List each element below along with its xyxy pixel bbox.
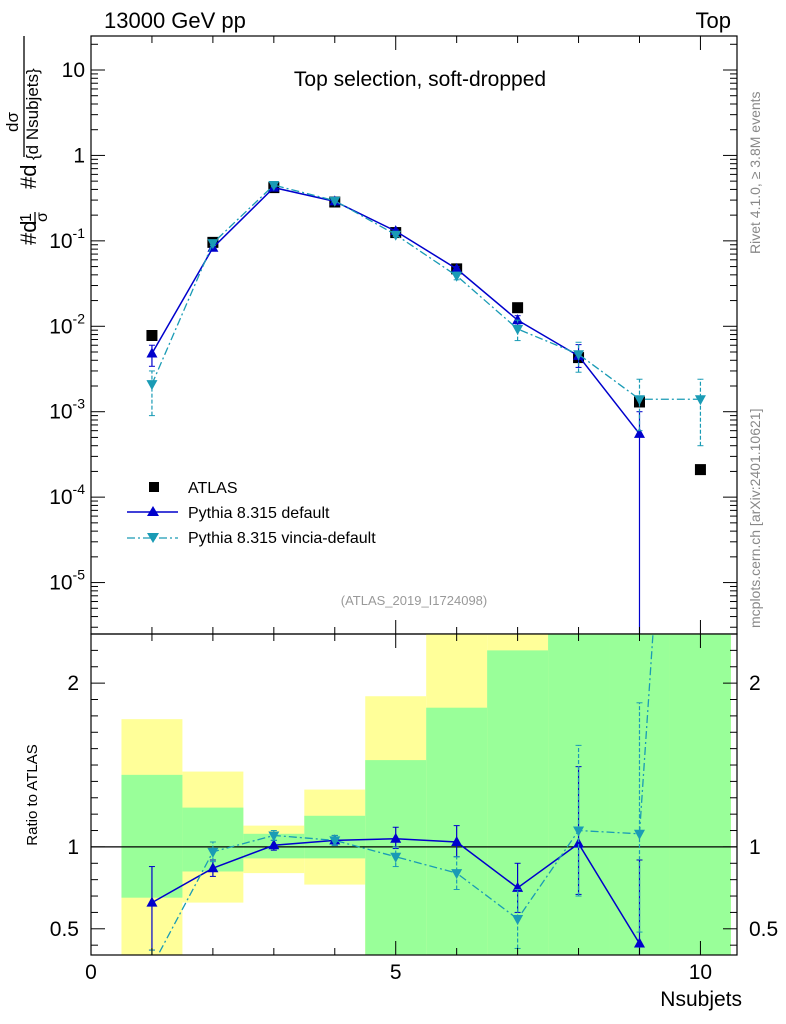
y-label-part-1: #d [16, 221, 41, 245]
legend-entry-pythia-default: Pythia 8.315 default [127, 505, 330, 522]
header-energy: 13000 GeV pp [104, 8, 246, 33]
main-mc-point [451, 271, 463, 282]
main-series-line [151, 184, 701, 400]
main-mc-point [512, 314, 524, 325]
main-y-tick-label: 10-2 [49, 310, 85, 338]
ratio-point [512, 914, 524, 925]
ratio-uncertainty-bands [91, 634, 737, 955]
main-mc-point [390, 230, 402, 241]
legend-entry-pythia-vincia: Pythia 8.315 vincia-default [127, 530, 376, 547]
rivet-version-text: Rivet 4.1.0, ≥ 3.8M events [747, 91, 763, 254]
main-mc-point [633, 395, 645, 406]
main-y-tick-label: 10-5 [49, 567, 85, 595]
main-mc-point [633, 427, 645, 438]
main-mc-point [146, 347, 158, 358]
legend-marker-pythia-vincia [147, 533, 159, 543]
main-y-tick-label: 10-1 [49, 225, 85, 253]
ratio-point [451, 869, 463, 880]
ratio-y-tick-label-left: 0.5 [50, 918, 79, 941]
main-data-point [512, 302, 524, 314]
main-mc-point [329, 196, 341, 207]
main-y-tick-label: 10 [62, 59, 85, 82]
main-y-tick-label: 10-4 [49, 481, 85, 509]
y-label-fraction-denominator: σ [34, 212, 51, 222]
ratio-point [633, 937, 645, 948]
y-label-dsigma: dσ [3, 112, 22, 132]
legend-marker-pythia-default [147, 506, 159, 516]
ratio-point [268, 839, 280, 850]
x-tick-label: 5 [390, 961, 402, 984]
ratio-point [390, 832, 402, 843]
x-tick-label: 0 [85, 961, 97, 984]
main-series-line [151, 186, 641, 435]
ratio-point [268, 831, 280, 842]
ratio-axes: 0.5 0.5 1 1 2 2 0 5 10 [50, 633, 778, 984]
legend-label-atlas: ATLAS [188, 480, 238, 497]
ratio-point [573, 826, 585, 837]
ratio-y-axis-label: Ratio to ATLAS [24, 744, 41, 845]
main-y-axis-label: #d 1 σ #d dσ {d Nsubjets} [3, 36, 51, 245]
ratio-point [633, 829, 645, 840]
main-axes: 10-5 10-4 10-3 10-2 10-1 1 10 [49, 35, 738, 635]
ratio-point [146, 896, 158, 907]
ratio-y-tick-label-right: 0.5 [749, 918, 778, 941]
ratio-band-inner [669, 634, 731, 955]
ratio-point [329, 836, 341, 847]
ratio-series-line [157, 634, 654, 955]
ratio-point [207, 862, 219, 873]
main-data-point [146, 329, 158, 341]
ratio-point [573, 837, 585, 848]
main-mc-point [694, 395, 706, 406]
plot-title: Top selection, soft-dropped [294, 68, 546, 91]
main-mc-point [207, 239, 219, 250]
main-mc-point [512, 324, 524, 335]
ratio-y-tick-label-left: 1 [67, 836, 79, 859]
ratio-y-tick-label-left: 2 [67, 672, 79, 695]
ratio-series-layer [146, 634, 654, 955]
main-mc-point [268, 181, 280, 192]
x-tick-label: 10 [689, 961, 712, 984]
main-mc-point [573, 350, 585, 361]
main-mc-point [146, 380, 158, 391]
ratio-y-tick-label-right: 2 [749, 672, 761, 695]
legend-marker-atlas [149, 482, 159, 492]
x-axis-label: Nsubjets [660, 988, 742, 1011]
mcplots-reference-text: mcplots.cern.ch [arXiv:2401.10621] [747, 409, 763, 628]
legend-label-pythia-vincia: Pythia 8.315 vincia-default [188, 530, 376, 547]
ratio-point [390, 852, 402, 863]
main-mc-point [451, 262, 463, 273]
main-y-tick-label: 10-3 [49, 396, 85, 424]
main-y-tick-label: 1 [73, 144, 85, 167]
legend-entry-atlas: ATLAS [149, 480, 238, 497]
header-process: Top [696, 8, 731, 33]
ratio-plot-frame [90, 633, 738, 956]
ratio-point [207, 847, 219, 858]
ratio-y-tick-label-right: 1 [749, 836, 761, 859]
main-data-point [694, 464, 706, 476]
y-label-fraction-numerator: 1 [18, 213, 35, 222]
ratio-point [451, 835, 463, 846]
legend: ATLAS Pythia 8.315 default Pythia 8.315 … [127, 480, 376, 547]
y-label-part-2: #d [16, 165, 41, 189]
y-label-dnsubjets: {d Nsubjets} [23, 68, 42, 160]
main-series-layer [146, 181, 706, 634]
legend-label-pythia-default: Pythia 8.315 default [188, 505, 330, 522]
analysis-watermark: (ATLAS_2019_I1724098) [341, 593, 487, 608]
